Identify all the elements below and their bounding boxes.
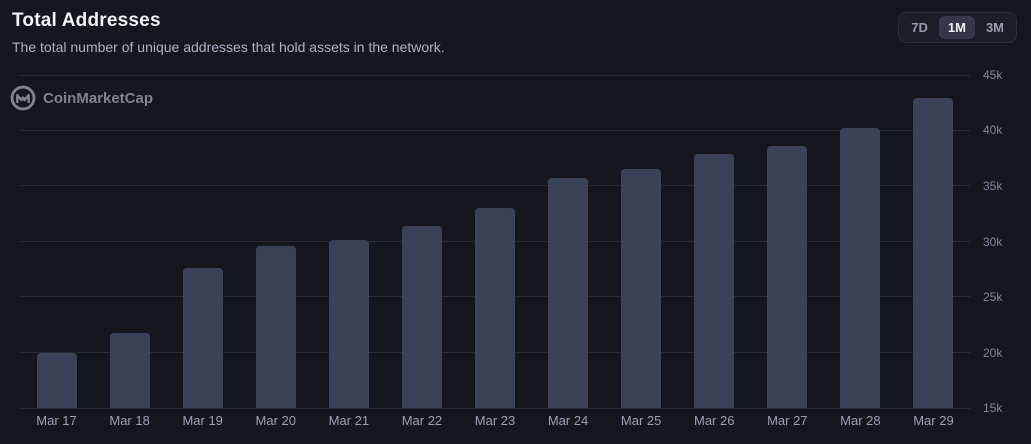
bar-mar-21[interactable]: [328, 240, 369, 408]
bar-mar-22[interactable]: [401, 225, 442, 408]
gridline: [20, 74, 970, 76]
y-axis-tick-label: 15k: [983, 401, 1003, 415]
coinmarketcap-logo-icon: [10, 85, 36, 111]
x-axis-tick-label: Mar 26: [693, 413, 735, 428]
x-axis-tick-label: Mar 29: [913, 413, 954, 428]
y-axis-tick-label: 35k: [983, 178, 1003, 193]
y-axis-tick-label: 30k: [983, 234, 1003, 249]
bar-mar-19[interactable]: [182, 268, 223, 408]
y-axis-tick-label: 45k: [983, 68, 1003, 82]
x-axis-labels: Mar 17 Mar 18 Mar 19 Mar 20 Mar 21 Mar 22 Mar …: [20, 413, 970, 435]
x-axis-tick-label: Mar 18: [109, 413, 150, 428]
y-axis-tick-label: 25k: [983, 289, 1003, 304]
x-axis-tick-label: Mar 24: [547, 413, 589, 428]
bar-mar-29[interactable]: [913, 98, 954, 408]
bar-mar-17[interactable]: [36, 352, 77, 408]
bar-mar-27[interactable]: [767, 146, 808, 408]
x-axis-tick-label: Mar 17: [36, 413, 77, 428]
y-axis-labels: 15k 20k 25k 30k 35k 40k 45k: [983, 68, 1029, 415]
bar-mar-18[interactable]: [109, 332, 150, 408]
chart-subtitle: The total number of unique addresses tha…: [12, 39, 445, 55]
bar-mar-28[interactable]: [840, 128, 881, 408]
bar-mar-24[interactable]: [548, 178, 589, 408]
bar-mar-20[interactable]: [255, 245, 296, 408]
x-axis-tick-label: Mar 27: [767, 413, 808, 428]
gridline: [20, 129, 970, 131]
x-axis-tick-label: Mar 22: [401, 413, 443, 428]
bar-mar-26[interactable]: [694, 153, 735, 408]
bar-mar-25[interactable]: [621, 169, 662, 408]
watermark-text: CoinMarketCap: [43, 89, 154, 107]
y-axis-tick-label: 40k: [983, 123, 1003, 138]
range-toggle-group: 7D 1M 3M: [898, 12, 1017, 43]
page-title: Total Addresses: [12, 10, 161, 31]
plot-area: [20, 74, 970, 409]
x-axis-tick-label: Mar 19: [182, 413, 223, 428]
gridline: [20, 185, 970, 187]
x-axis-tick-label: Mar 21: [328, 413, 370, 428]
x-axis-tick-label: Mar 28: [840, 413, 881, 428]
x-axis-tick-label: Mar 20: [255, 413, 296, 428]
coinmarketcap-watermark: CoinMarketCap: [10, 85, 153, 111]
range-button-1m[interactable]: 1M: [938, 16, 975, 39]
range-button-3m[interactable]: 3M: [977, 16, 1013, 39]
y-axis-tick-label: 20k: [983, 345, 1003, 360]
x-axis-tick-label: Mar 25: [620, 413, 662, 428]
gridline: [20, 407, 970, 409]
x-axis-tick-label: Mar 23: [474, 413, 516, 428]
bar-mar-23[interactable]: [475, 208, 515, 408]
range-button-7d[interactable]: 7D: [902, 16, 937, 39]
